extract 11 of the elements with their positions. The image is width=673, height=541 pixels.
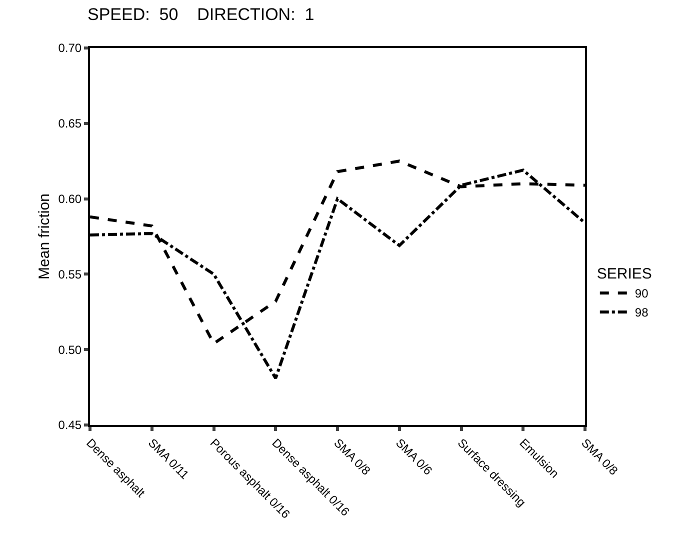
- y-tick-label: 0.50: [58, 342, 82, 357]
- chart-title: SPEED: 50 DIRECTION: 1: [87, 5, 314, 24]
- y-tick-label: 0.55: [58, 267, 82, 282]
- y-tick-label: 0.65: [58, 116, 82, 131]
- y-axis-title: Mean friction: [36, 194, 53, 280]
- legend-title: SERIES: [596, 266, 652, 283]
- legend-label: 98: [634, 306, 649, 320]
- y-tick-label: 0.60: [58, 192, 82, 206]
- y-tick-label: 0.70: [58, 41, 82, 56]
- legend-label: 90: [634, 286, 649, 301]
- y-tick-label: 0.45: [58, 418, 82, 432]
